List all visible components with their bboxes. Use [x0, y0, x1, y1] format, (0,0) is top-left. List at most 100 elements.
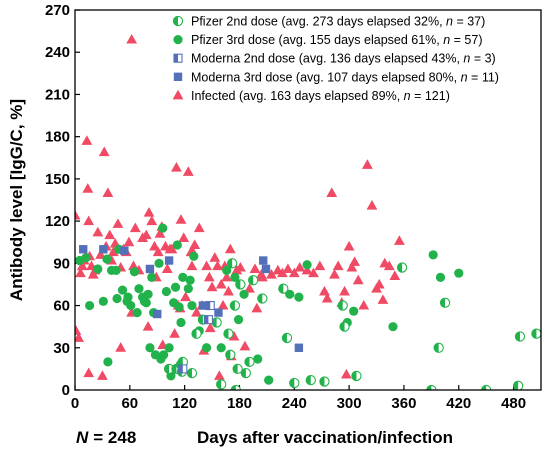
y-tick-labels: 0 30 60 90 120 150 180 210 240 270	[45, 2, 70, 399]
data-point	[186, 260, 198, 271]
data-point	[201, 260, 212, 271]
data-point	[152, 246, 164, 257]
data-point	[212, 260, 223, 271]
data-point	[256, 271, 268, 282]
data-point	[266, 268, 277, 279]
data-point	[216, 343, 226, 353]
data-point	[129, 222, 141, 233]
data-point	[294, 292, 304, 302]
data-point	[278, 283, 289, 294]
legend-label: Pfizer 2nd dose (avg. 273 days elapsed 3…	[191, 15, 485, 29]
x-axis-title: Days after vaccination/infection	[197, 428, 453, 447]
data-point	[161, 286, 171, 297]
data-point	[222, 265, 232, 275]
data-point	[93, 264, 103, 274]
data-point	[257, 293, 268, 304]
data-point	[153, 309, 162, 319]
data-point	[191, 328, 202, 339]
data-point	[103, 357, 113, 367]
legend-marker	[173, 72, 183, 81]
data-point	[217, 299, 229, 310]
sample-size-value: = 248	[93, 428, 136, 447]
data-point	[180, 291, 191, 302]
data-point	[126, 33, 138, 44]
data-point	[294, 261, 306, 272]
data-point	[75, 332, 85, 342]
data-point	[143, 207, 155, 217]
data-point	[98, 296, 108, 306]
data-point	[183, 284, 193, 294]
y-tick-label: 210	[45, 86, 70, 103]
data-point	[178, 232, 190, 242]
legend-entry: Moderna 3rd dose (avg. 107 days elapsed …	[173, 70, 499, 84]
data-point	[193, 222, 205, 233]
data-point	[129, 267, 139, 277]
data-point	[82, 183, 94, 193]
data-point	[233, 315, 244, 325]
data-point	[223, 328, 234, 339]
legend-marker	[172, 15, 184, 27]
data-point	[340, 368, 352, 379]
legend-entry: Infected (avg. 163 days elapsed 89%, n =…	[172, 89, 450, 103]
data-point	[159, 350, 169, 360]
data-point	[83, 215, 95, 226]
data-point	[178, 364, 188, 374]
legend-label: Infected (avg. 163 days elapsed 89%, n =…	[191, 89, 450, 103]
data-point	[102, 187, 114, 197]
data-point	[332, 260, 344, 271]
data-point	[261, 264, 271, 274]
data-point	[203, 315, 213, 325]
y-tick-label: 150	[45, 171, 70, 188]
x-tick-label: 180	[227, 395, 252, 412]
data-point	[132, 307, 142, 318]
data-point	[240, 367, 252, 379]
data-point	[98, 146, 110, 157]
data-point	[149, 240, 160, 251]
data-point	[244, 283, 255, 293]
data-point	[249, 263, 261, 273]
data-point	[191, 306, 202, 317]
data-point	[209, 252, 221, 262]
data-point	[244, 356, 255, 368]
y-tick-label: 180	[45, 129, 70, 146]
data-point	[201, 343, 212, 353]
data-point	[377, 294, 389, 304]
data-point	[141, 298, 151, 308]
data-point	[76, 260, 88, 271]
data-point	[115, 342, 127, 352]
data-point	[232, 363, 243, 375]
data-point	[164, 343, 174, 353]
data-point	[277, 267, 288, 278]
y-tick-label: 240	[45, 44, 70, 61]
data-point	[251, 302, 263, 313]
legend-marker	[173, 53, 183, 63]
data-point	[358, 299, 370, 310]
data-point	[264, 375, 274, 385]
data-point	[83, 367, 95, 378]
data-point	[352, 274, 364, 285]
data-point	[346, 261, 358, 272]
data-point	[531, 328, 541, 339]
y-axis-title: Antibody level [IgG/C, %]	[7, 99, 26, 301]
data-point	[154, 258, 164, 268]
data-point	[203, 271, 215, 282]
data-point	[104, 229, 116, 240]
data-point	[228, 330, 240, 341]
data-point	[221, 271, 233, 282]
data-point	[285, 289, 295, 299]
data-point	[223, 285, 234, 296]
data-point	[239, 340, 251, 351]
data-point	[396, 262, 408, 273]
x-tick-label: 120	[172, 395, 197, 412]
data-point	[234, 261, 246, 272]
legend-marker	[172, 89, 184, 100]
data-point	[454, 268, 464, 278]
data-point	[282, 263, 294, 273]
data-point	[393, 235, 405, 245]
data-point	[147, 272, 157, 283]
data-point	[164, 256, 174, 265]
data-point	[319, 376, 330, 387]
x-tick-label: 480	[501, 395, 526, 412]
data-point	[225, 349, 236, 360]
